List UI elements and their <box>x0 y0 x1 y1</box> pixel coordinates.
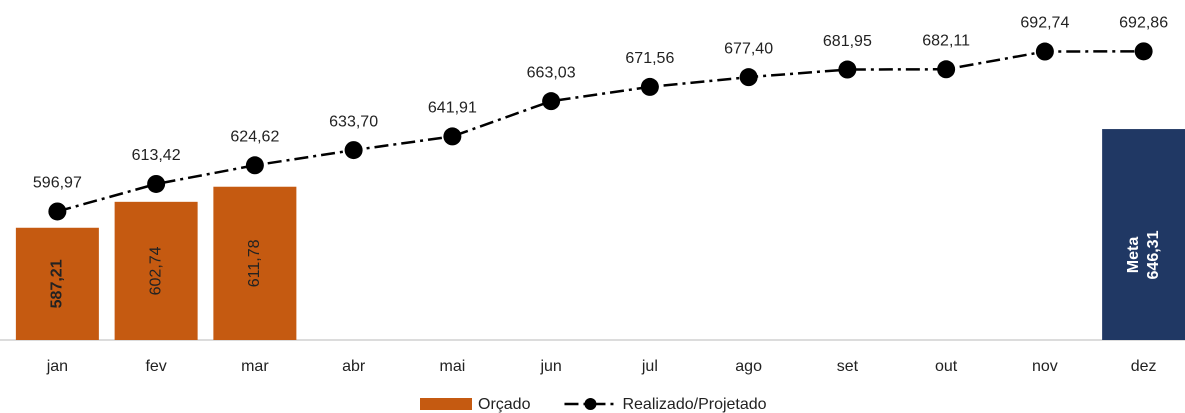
x-tick-label: mai <box>439 358 465 375</box>
x-tick-label: mar <box>241 358 269 375</box>
line-marker <box>838 60 857 79</box>
line-marker <box>937 60 956 79</box>
line-marker <box>147 174 166 193</box>
x-tick-label: ago <box>735 358 762 375</box>
bar <box>114 201 198 340</box>
x-tick-label: out <box>935 358 958 375</box>
line-value-label: 692,86 <box>1119 15 1168 32</box>
line-value-label: 671,56 <box>625 50 674 67</box>
line-value-label: 641,91 <box>428 100 477 117</box>
x-tick-label: dez <box>1131 358 1157 375</box>
line-value-label: 681,95 <box>823 33 872 50</box>
x-tick-label: abr <box>342 358 366 375</box>
line-marker <box>640 77 659 96</box>
bar <box>213 186 297 340</box>
line-marker <box>1035 42 1054 61</box>
line-value-label: 633,70 <box>329 113 378 130</box>
line-marker <box>48 202 67 221</box>
bar <box>15 227 99 340</box>
x-tick-label: set <box>837 358 859 375</box>
line-value-label: 613,42 <box>132 147 181 164</box>
bar-name-label: Meta <box>1125 237 1142 274</box>
x-tick-label: fev <box>145 358 166 375</box>
line-value-label: 663,03 <box>527 64 576 81</box>
line <box>57 50 1144 213</box>
bar-value-label: 602,74 <box>147 246 164 295</box>
line-value-label: 682,11 <box>922 32 970 49</box>
line-marker <box>542 92 561 111</box>
line-marker <box>739 68 758 87</box>
legend-marker <box>584 398 597 410</box>
line-marker <box>443 127 462 146</box>
x-tick-label: nov <box>1032 358 1058 375</box>
line-value-label: 677,40 <box>724 40 773 57</box>
line-value-label: 624,62 <box>230 129 279 146</box>
bar-value-label: 646,31 <box>1145 230 1162 279</box>
x-tick-label: jan <box>46 358 68 375</box>
bar <box>1102 129 1185 340</box>
x-tick-label: jun <box>539 358 561 375</box>
legend-label: Orçado <box>478 396 531 413</box>
bar-value-label: 611,78 <box>246 239 263 287</box>
line-value-label: 692,74 <box>1020 15 1069 32</box>
x-tick-label: jul <box>641 358 658 375</box>
line-marker <box>245 156 264 175</box>
bar-value-label: 587,21 <box>49 259 66 308</box>
line-marker <box>1134 42 1153 61</box>
legend-label: Realizado/Projetado <box>622 396 766 413</box>
line-value-label: 596,97 <box>33 175 82 192</box>
line-marker <box>344 141 363 160</box>
legend-swatch <box>420 398 472 410</box>
